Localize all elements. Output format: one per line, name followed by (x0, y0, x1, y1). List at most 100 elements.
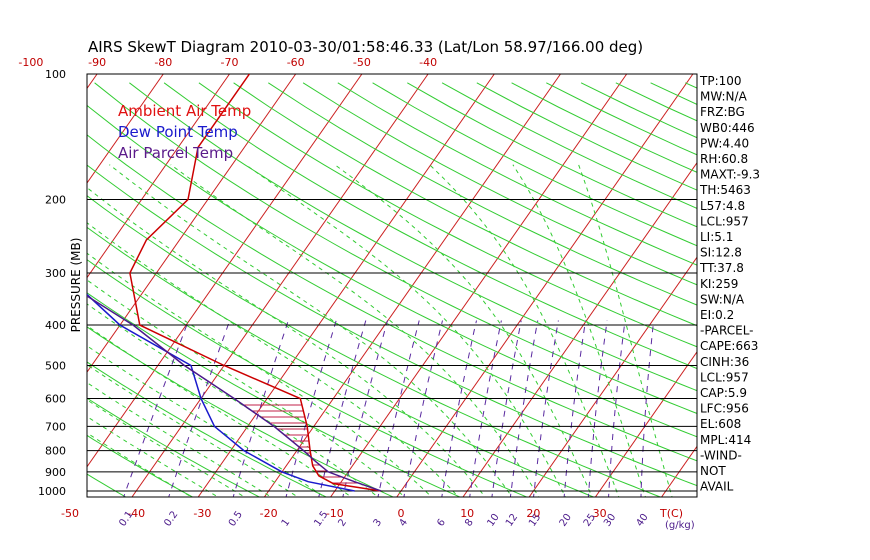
series-line-1 (87, 293, 355, 492)
pressure-tick-label: 1000 (38, 485, 66, 498)
isotherm-line (87, 74, 363, 468)
series-line-2 (87, 295, 382, 492)
moist-adiabat (109, 164, 513, 497)
mixing-ratio-tick-label: 12 (504, 512, 520, 529)
top-temp-tick-label: -80 (154, 56, 172, 69)
pressure-tick-label: 800 (45, 445, 66, 458)
bottom-temp-tick-label: -50 (61, 507, 79, 520)
index-value: RH:60.8 (700, 152, 748, 166)
top-temp-tick-label: -100 (18, 56, 43, 69)
dry-adiabat (163, 82, 697, 370)
isotherm-line (87, 74, 230, 279)
isotherm-line (792, 74, 870, 500)
dry-adiabat (0, 83, 63, 500)
dry-adiabat (94, 82, 697, 414)
index-value: SI:12.8 (700, 246, 742, 260)
y-axis-label: PRESSURE (MB) (69, 238, 83, 333)
isotherm-line (197, 74, 495, 497)
index-value: -PARCEL- (700, 324, 754, 338)
index-value: SW:N/A (700, 292, 745, 306)
dry-adiabat (87, 326, 395, 497)
index-value: LI:5.1 (700, 230, 733, 244)
mixing-ratio-line (469, 320, 502, 497)
index-value: FRZ:BG (700, 105, 745, 119)
legend-entry: Ambient Air Temp (118, 102, 251, 120)
mixing-ratio-label: (g/kg) (665, 520, 695, 531)
dry-adiabat (87, 195, 662, 497)
index-value: TP:100 (699, 74, 742, 88)
moist-adiabat (429, 164, 620, 497)
bottom-temp-tick-label: -30 (193, 507, 211, 520)
dry-adiabat (824, 83, 870, 500)
dry-adiabat (337, 82, 697, 266)
dry-adiabat (302, 82, 697, 286)
index-value: CINH:36 (700, 355, 749, 369)
moist-adiabat (87, 186, 486, 497)
legend-entry: Dew Point Temp (118, 123, 238, 141)
mixing-ratio-tick-label: 0.2 (162, 509, 180, 528)
index-value: -WIND- (700, 448, 742, 462)
isotherm-line (396, 74, 694, 497)
top-temp-tick-label: -60 (287, 56, 305, 69)
index-value: LCL:957 (700, 370, 749, 384)
background-grid (0, 74, 870, 500)
pressure-tick-label: 200 (45, 194, 66, 207)
moist-adiabat (512, 164, 646, 497)
dry-adiabat (87, 292, 462, 497)
top-temp-tick-label: -70 (221, 56, 239, 69)
dry-adiabat (87, 397, 261, 497)
index-value: TH:5463 (699, 183, 751, 197)
index-value: EI:0.2 (700, 308, 734, 322)
dry-adiabat (87, 164, 697, 487)
dry-adiabat (755, 83, 870, 500)
dry-adiabat (87, 361, 328, 497)
index-value: TT:37.8 (699, 261, 744, 275)
dry-adiabat (87, 434, 194, 497)
moist-adiabat (87, 415, 219, 497)
x-axis-label: T(C) (659, 507, 683, 520)
isotherm-line (462, 161, 697, 497)
moist-adiabat (87, 432, 193, 497)
series-line-0 (129, 74, 382, 492)
index-value: EL:608 (700, 417, 741, 431)
axis-labels: 1002003004005006007008009001000-120-110-… (18, 56, 650, 529)
moist-adiabat (578, 164, 673, 497)
dry-adiabat (233, 82, 697, 327)
mixing-ratio-line (640, 320, 655, 497)
dry-adiabat (87, 259, 529, 497)
isotherm-line (528, 256, 697, 497)
mixing-ratio-line (403, 320, 443, 497)
moist-adiabat (87, 303, 379, 497)
index-value: MW:N/A (700, 90, 748, 104)
legend: Ambient Air Temp Dew Point Temp Air Parcel… (118, 102, 251, 162)
mixing-ratio-tick-label: 40 (634, 512, 650, 529)
moist-adiabat (334, 164, 593, 497)
top-temp-tick-label: -50 (353, 56, 371, 69)
index-value: NOT (700, 464, 726, 478)
mixing-ratio-tick-label: 2 (336, 517, 349, 529)
moist-adiabat (87, 399, 246, 497)
dry-adiabat (511, 82, 697, 173)
bottom-temp-tick-label: 30 (593, 507, 607, 520)
index-value: PW:4.40 (700, 136, 749, 150)
dry-adiabat (407, 82, 697, 228)
dry-adiabat (129, 82, 697, 392)
chart-title: AIRS SkewT Diagram 2010-03-30/01:58:46.3… (88, 38, 643, 56)
mixing-ratio-tick-label: 6 (435, 517, 448, 529)
mixing-ratio-tick-label: 1 (280, 517, 293, 529)
mixing-ratio-line (608, 320, 626, 497)
pressure-tick-label: 100 (45, 68, 66, 81)
index-value: CAP:5.9 (700, 386, 747, 400)
isotherm-line (329, 74, 628, 497)
top-temp-tick-label: -40 (419, 56, 437, 69)
pressure-tick-label: 400 (45, 319, 66, 332)
index-value: LCL:957 (700, 214, 749, 228)
isotherm-line (131, 74, 429, 497)
isotherm-line (87, 74, 164, 184)
bottom-temp-tick-label: -40 (127, 507, 145, 520)
mixing-ratio-line (491, 320, 522, 497)
mixing-ratio-line (342, 320, 388, 497)
index-value: WB0:446 (700, 121, 755, 135)
